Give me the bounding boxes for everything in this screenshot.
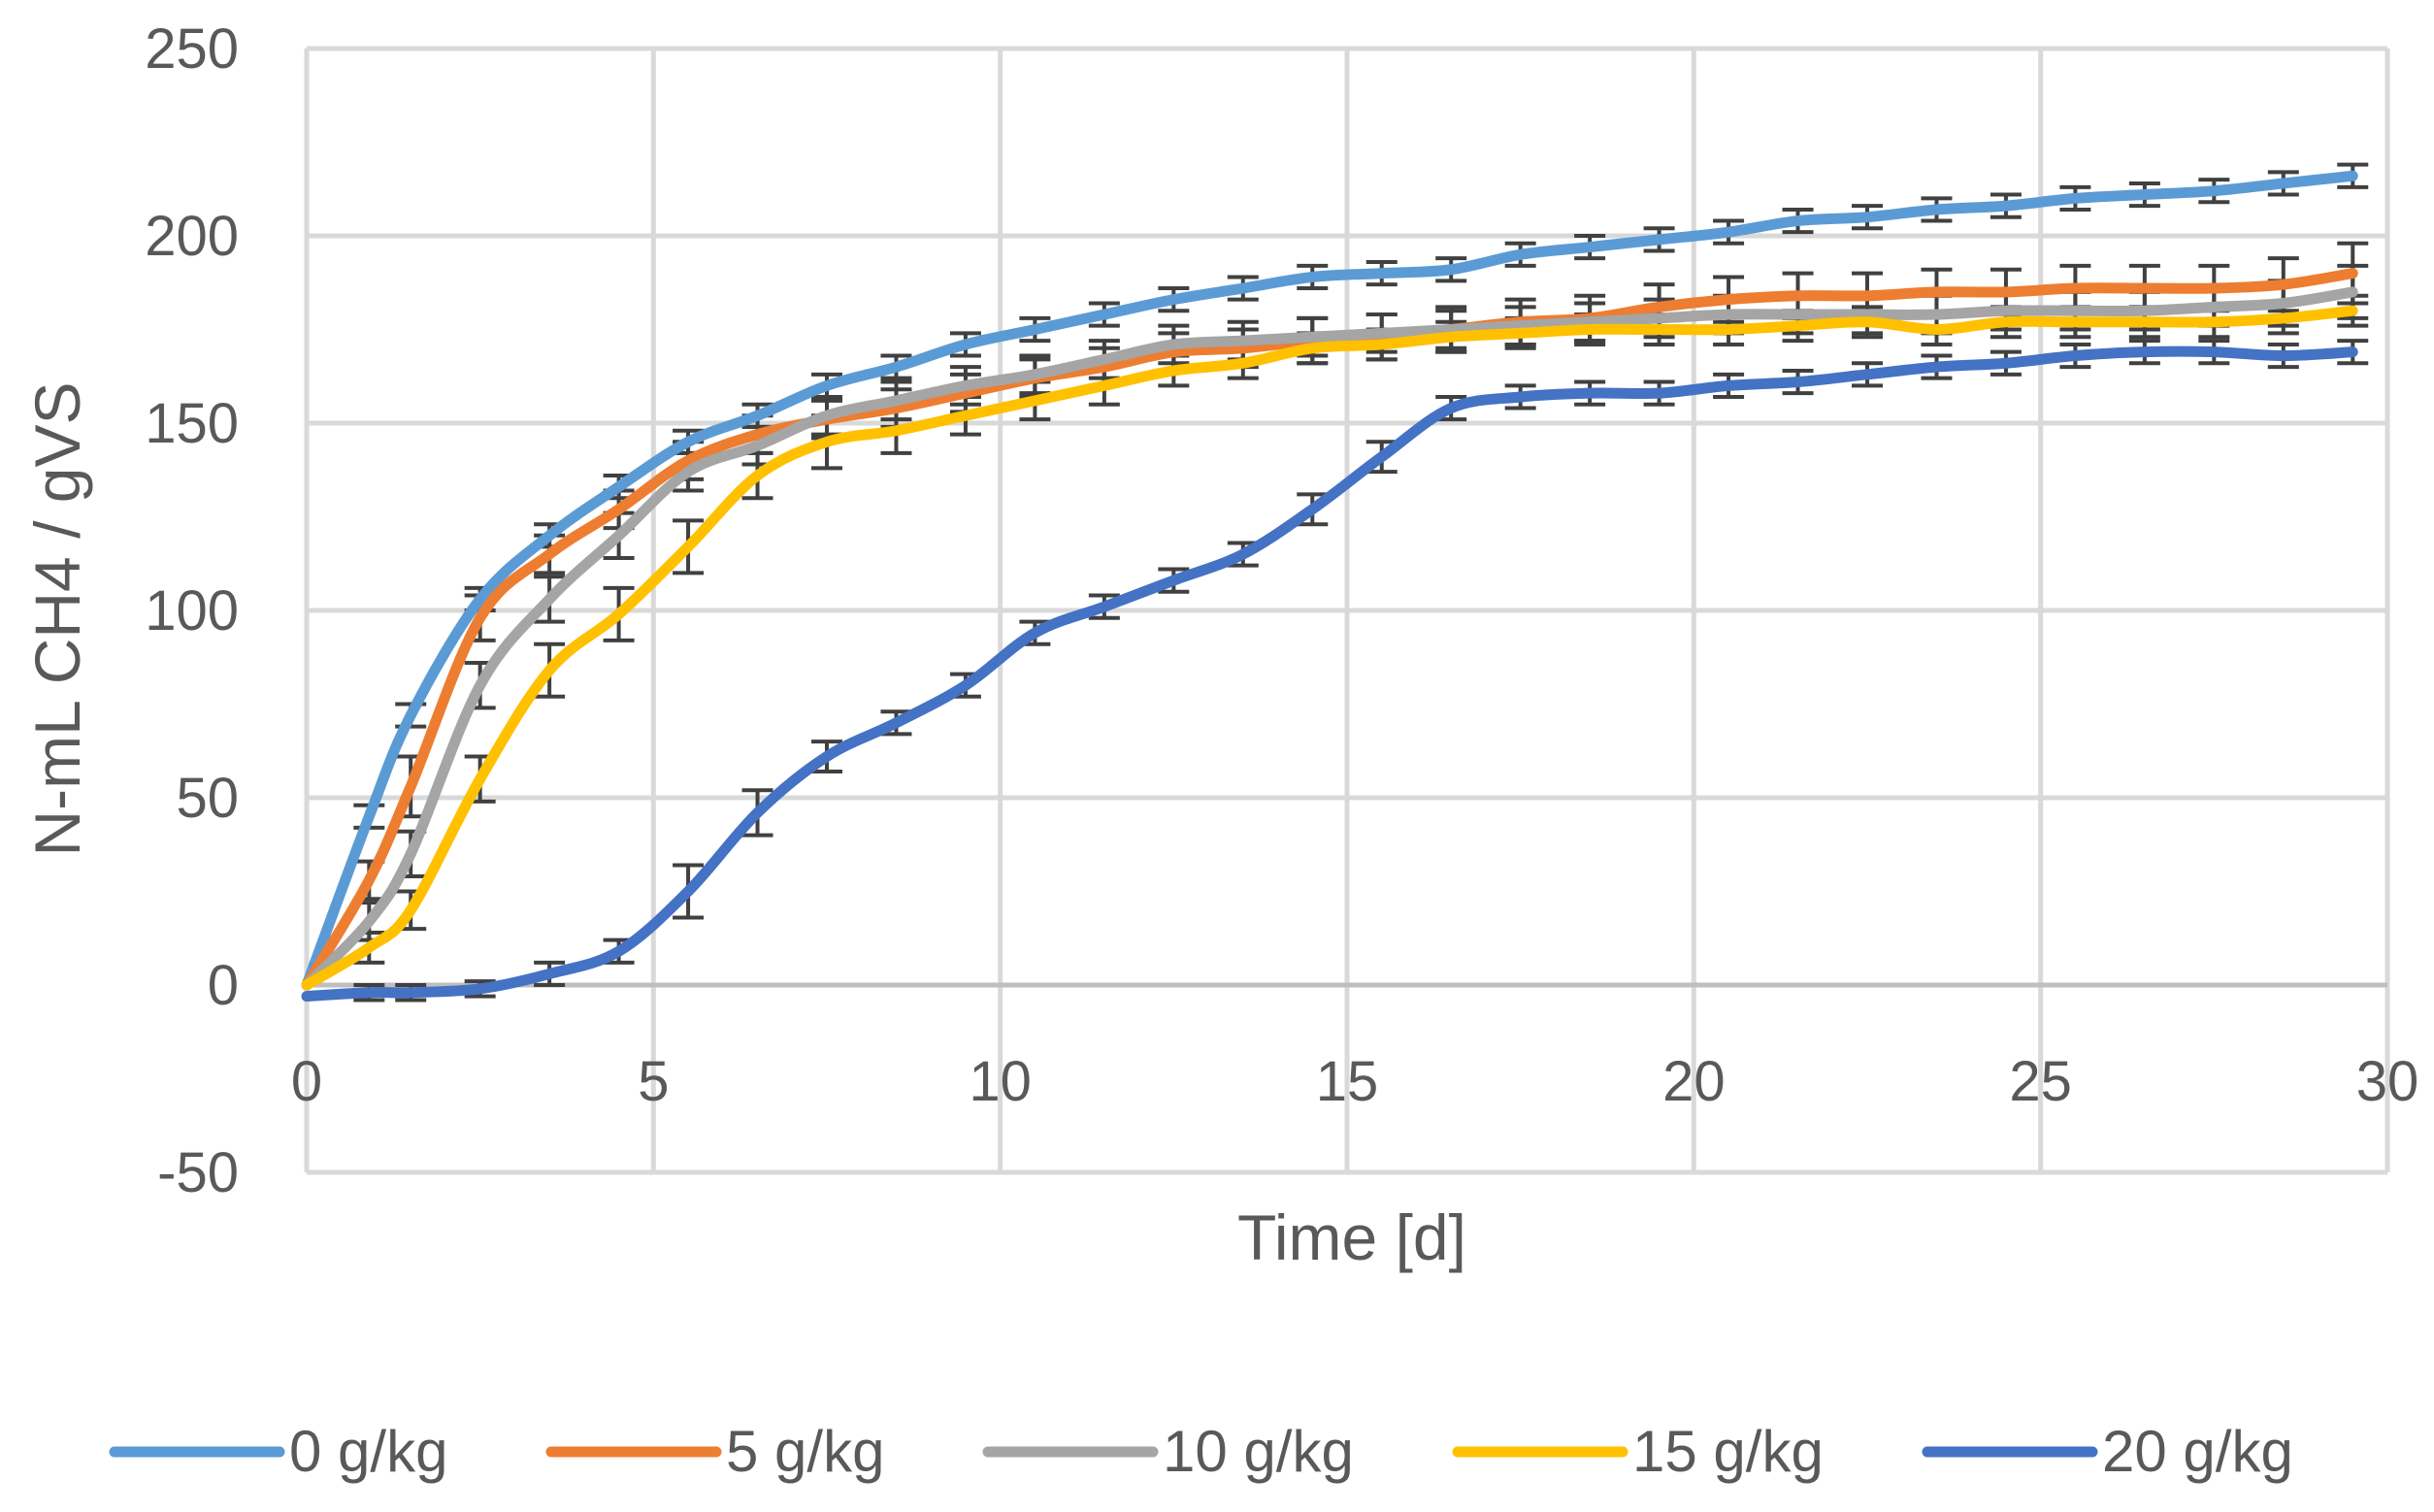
series-line-3 bbox=[301, 305, 2358, 991]
x-tick-labels: 0 5 10 15 20 25 30 bbox=[291, 1050, 2418, 1113]
x-axis-title: Time [d] bbox=[1237, 1201, 1466, 1273]
x-tick-label: 20 bbox=[1662, 1050, 1726, 1113]
x-tick-label: 25 bbox=[2009, 1050, 2072, 1113]
x-tick-label: 15 bbox=[1316, 1050, 1379, 1113]
x-tick-label: 5 bbox=[638, 1050, 669, 1113]
legend-item: 5 g/kg bbox=[545, 1419, 884, 1484]
series-line-1 bbox=[301, 268, 2358, 991]
x-tick-label: 0 bbox=[291, 1050, 322, 1113]
y-tick-label: 200 bbox=[145, 205, 239, 268]
x-tick-label: 30 bbox=[2356, 1050, 2419, 1113]
legend-label: 0 g/kg bbox=[289, 1419, 447, 1484]
legend-item: 0 g/kg bbox=[109, 1419, 447, 1484]
y-axis-title: N-mL CH4 / gVS bbox=[21, 381, 93, 856]
legend-label: 10 g/kg bbox=[1163, 1419, 1354, 1484]
legend-item: 20 g/kg bbox=[1922, 1419, 2293, 1484]
y-tick-labels: -50 0 50 100 150 200 250 bbox=[145, 17, 239, 1204]
legend: 0 g/kg 5 g/kg 10 g/kg 15 g/kg 20 g/kg bbox=[109, 1419, 2293, 1484]
y-tick-label: 250 bbox=[145, 17, 239, 81]
y-tick-label: -50 bbox=[157, 1141, 239, 1204]
legend-label: 5 g/kg bbox=[726, 1419, 884, 1484]
series-line-4 bbox=[301, 345, 2358, 1003]
legend-item: 10 g/kg bbox=[982, 1419, 1354, 1484]
y-tick-label: 150 bbox=[145, 392, 239, 455]
y-tick-label: 0 bbox=[208, 954, 239, 1017]
series-lines bbox=[301, 170, 2358, 1003]
y-tick-label: 50 bbox=[176, 767, 239, 830]
legend-label: 20 g/kg bbox=[2102, 1419, 2293, 1484]
x-tick-label: 10 bbox=[969, 1050, 1032, 1113]
y-tick-label: 100 bbox=[145, 579, 239, 642]
legend-label: 15 g/kg bbox=[1632, 1419, 1824, 1484]
legend-item: 15 g/kg bbox=[1452, 1419, 1824, 1484]
series-line-0 bbox=[301, 170, 2358, 991]
series-line-2 bbox=[301, 286, 2358, 991]
